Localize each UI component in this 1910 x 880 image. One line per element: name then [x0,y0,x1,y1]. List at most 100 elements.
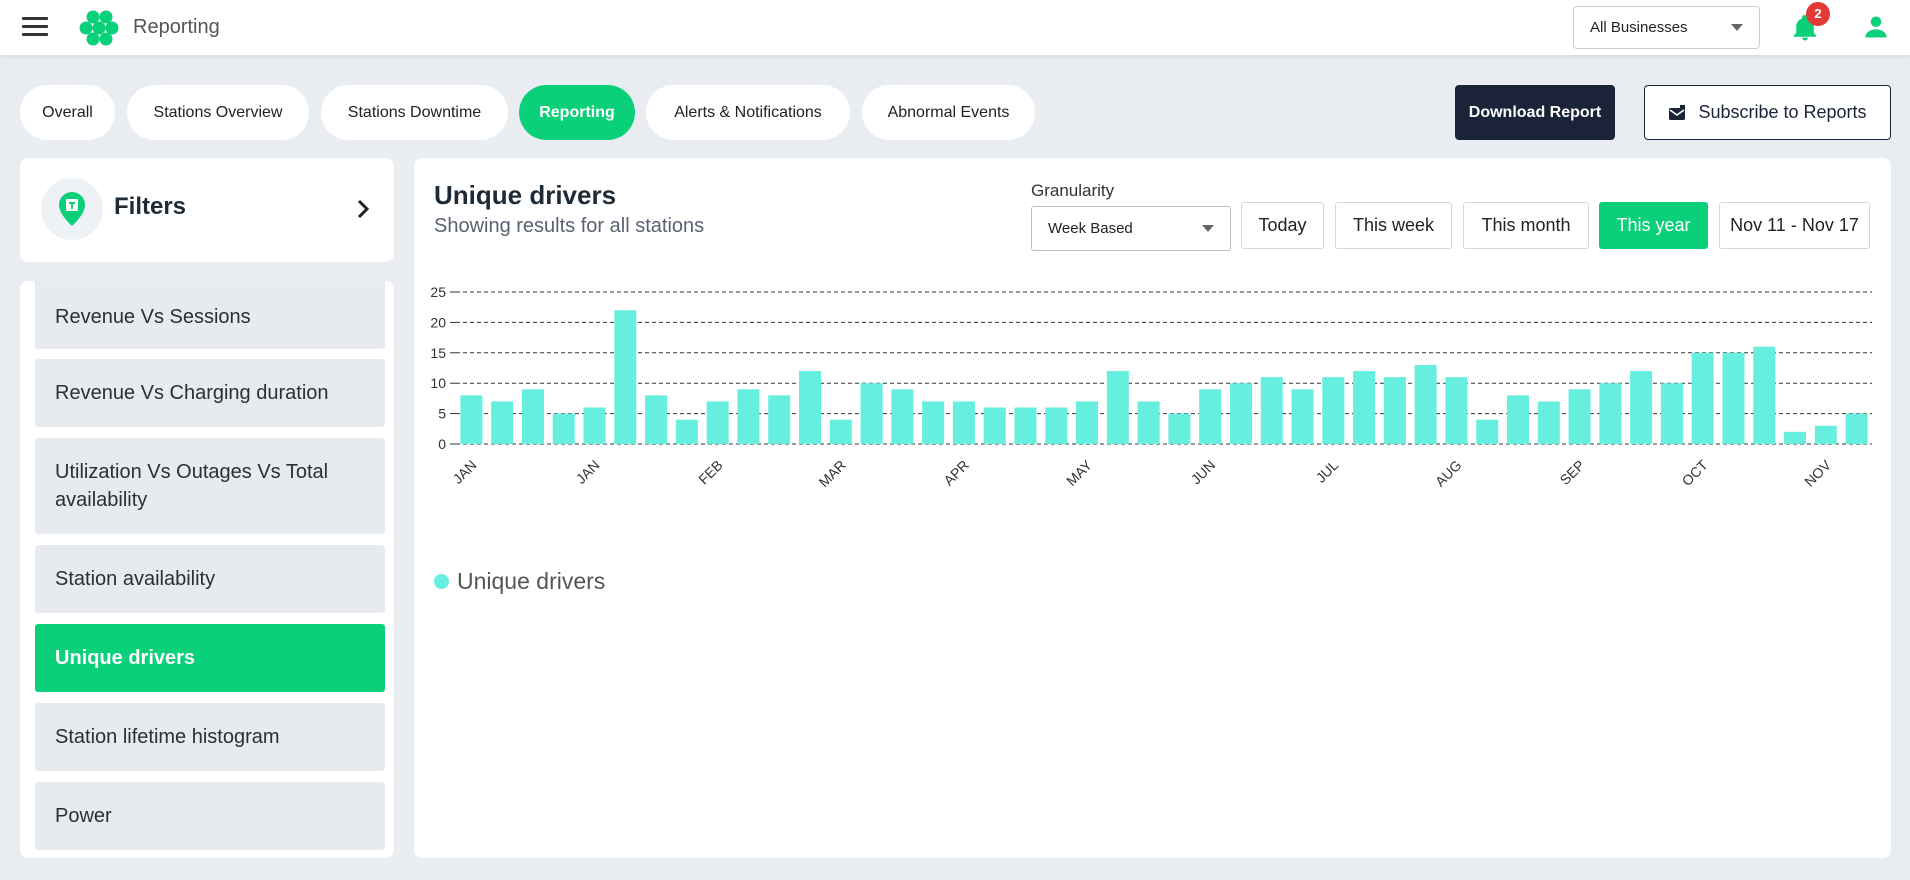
bar [1568,389,1591,444]
y-tick-label: 5 [438,406,446,422]
bar [1445,377,1468,444]
bar [1507,395,1529,444]
filters-label: Filters [114,193,187,220]
report-list: Revenue Vs Sessions Revenue Vs Charging … [20,281,394,858]
top-bar: Reporting All Businesses 2 [0,0,1910,55]
range-this-month-button[interactable]: This month [1463,202,1589,249]
bar [491,401,514,444]
bar [1168,413,1191,444]
sidebar-item-revenue-sessions[interactable]: Revenue Vs Sessions [35,281,385,349]
tab-overall[interactable]: Overall [20,85,115,140]
x-tick-label: APR [940,457,972,489]
bar [799,371,821,444]
bar [829,419,852,444]
bar [1537,401,1560,444]
range-today-button[interactable]: Today [1241,202,1324,249]
panel-title: Unique drivers [434,180,617,210]
bar [1414,364,1437,444]
x-tick-label: JUN [1188,457,1219,488]
bar [460,395,483,444]
bar [706,401,729,444]
bar [1260,377,1283,444]
business-select[interactable]: All Businesses [1573,6,1760,49]
y-tick-label: 15 [430,345,446,361]
x-tick-label: SEP [1557,457,1588,488]
chevron-down-icon [1202,225,1214,232]
date-range-button[interactable]: Nov 11 - Nov 17 [1719,202,1870,249]
bar [922,401,945,444]
y-tick-label: 25 [430,284,446,300]
granularity-value: Week Based [1048,220,1133,237]
y-tick-label: 20 [430,314,446,330]
download-report-button[interactable]: Download Report [1455,85,1615,140]
tab-alerts-notifications[interactable]: Alerts & Notifications [646,85,850,140]
x-tick-label: FEB [695,457,726,488]
business-select-value: All Businesses [1590,19,1688,36]
bar [983,407,1006,444]
bar [1291,389,1314,444]
chart-panel: Unique drivers Showing results for all s… [414,158,1891,858]
bar [1784,431,1807,444]
bar [614,310,637,444]
x-tick-label: AUG [1432,457,1465,490]
bar [1353,371,1376,444]
range-this-year-button[interactable]: This year [1599,202,1708,249]
tab-reporting[interactable]: Reporting [519,85,635,140]
y-tick-label: 0 [438,436,446,452]
chevron-down-icon [1731,24,1743,31]
range-this-week-button[interactable]: This week [1335,202,1452,249]
sidebar-item-unique-drivers[interactable]: Unique drivers [35,624,385,692]
sidebar-item-revenue-charging[interactable]: Revenue Vs Charging duration [35,359,385,427]
user-icon[interactable] [1862,13,1890,41]
sidebar-item-utilization-outages[interactable]: Utilization Vs Outages Vs Total availabi… [35,438,385,534]
sidebar-item-station-availability[interactable]: Station availability [35,545,385,613]
notification-badge: 2 [1806,2,1830,26]
tab-abnormal-events[interactable]: Abnormal Events [862,85,1035,140]
bar [645,395,668,444]
x-tick-label: MAR [816,457,849,490]
x-tick-label: OCT [1679,456,1712,489]
bar [1476,419,1499,444]
x-tick-label: MAY [1063,456,1095,488]
menu-icon[interactable] [22,17,48,37]
legend-label: Unique drivers [457,568,606,594]
bar [1660,383,1683,444]
bar [675,419,698,444]
unique-drivers-chart: 0 5 10 15 20 25 JAN JAN FEB MAR APR MAY JUN JUL AUG SEP… [430,284,1872,490]
panel-subtitle: Showing results for all stations [434,215,705,237]
filters-card[interactable]: Filters [20,158,394,262]
bar [1630,371,1653,444]
bar [768,395,791,444]
chevron-right-icon [357,199,370,219]
sidebar-item-power[interactable]: Power [35,782,385,850]
bar [1722,352,1745,444]
granularity-select[interactable]: Week Based [1031,206,1231,251]
tab-stations-downtime[interactable]: Stations Downtime [321,85,508,140]
bar [1322,377,1345,444]
bar [952,401,975,444]
bar [1383,377,1406,444]
x-tick-label: NOV [1801,456,1834,489]
mail-icon [1669,104,1686,120]
bar [521,389,544,444]
bar [1814,425,1837,444]
bar [891,389,914,444]
app-title: Reporting [133,16,220,38]
logo-icon [79,10,119,46]
subscribe-reports-button[interactable]: Subscribe to Reports [1644,85,1891,140]
bar [860,383,883,444]
filter-pin-icon [41,178,103,240]
bar [737,389,760,444]
subscribe-reports-label: Subscribe to Reports [1698,102,1867,122]
tab-stations-overview[interactable]: Stations Overview [127,85,309,140]
bar [552,413,575,444]
bar [1199,389,1222,444]
bar [1137,401,1160,444]
bar [1845,413,1868,444]
x-tick-label: JAN [573,457,603,487]
sidebar-item-station-lifetime[interactable]: Station lifetime histogram [35,703,385,771]
bar [1229,383,1252,444]
y-tick-label: 10 [430,375,446,391]
bar [1106,371,1129,444]
bar [1014,407,1037,444]
